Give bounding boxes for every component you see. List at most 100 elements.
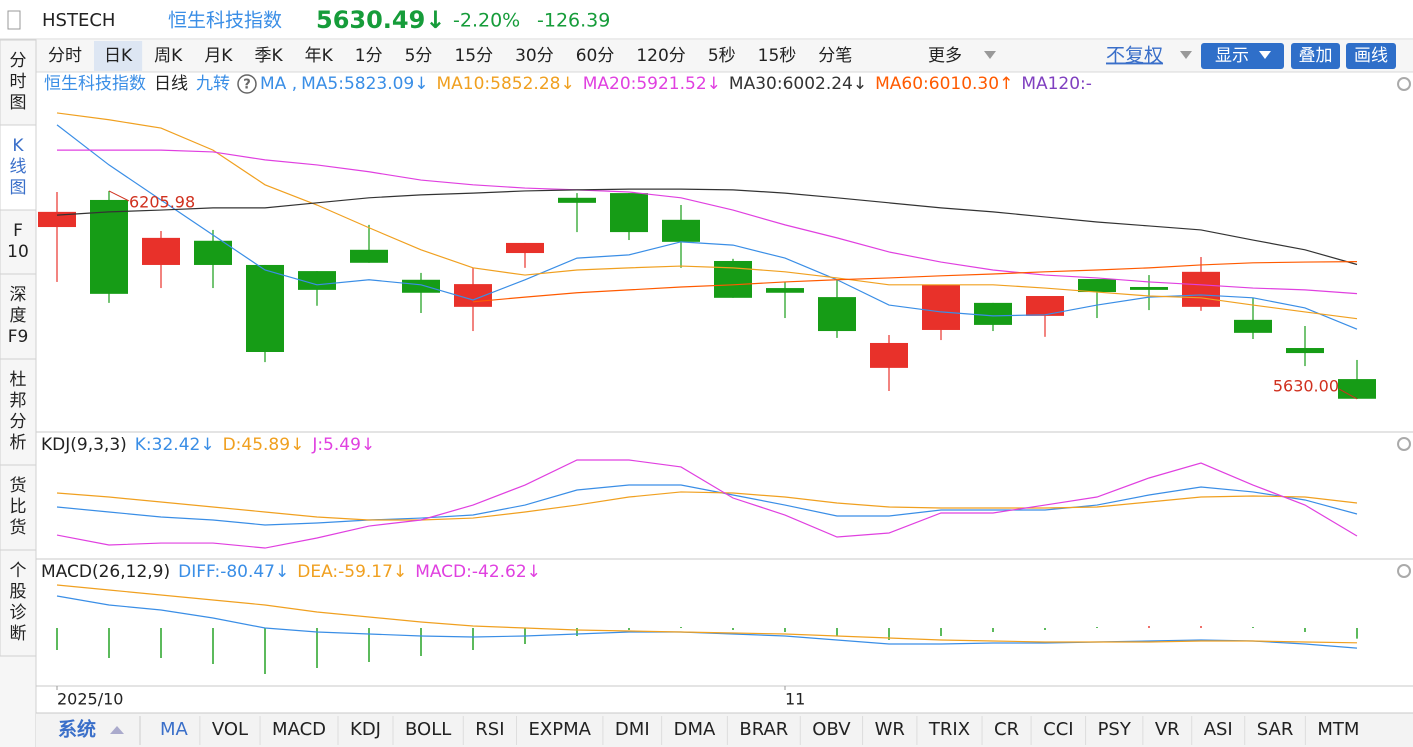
indicator-tab[interactable]: BOLL	[405, 719, 451, 740]
date-label: 2025/10	[57, 690, 123, 709]
legend-entry: MA120:-	[1021, 74, 1092, 94]
candle-body	[506, 242, 544, 254]
display-button[interactable]	[1201, 43, 1284, 69]
indicator-tab[interactable]: VOL	[212, 719, 248, 740]
candle-body	[1286, 348, 1324, 354]
dropdown-icon	[984, 51, 996, 59]
indicator-tab[interactable]: WR	[875, 719, 905, 740]
candle-body	[974, 302, 1012, 325]
indicator-tab[interactable]: OBV	[812, 719, 851, 740]
legend-period: 日线	[154, 74, 188, 94]
draw-label: 画线	[1354, 46, 1388, 66]
help-label: ?	[243, 78, 251, 93]
indicator-tab[interactable]: MA	[160, 719, 189, 740]
side-tab[interactable]	[0, 358, 37, 466]
period-tab[interactable]: 15分	[454, 46, 493, 66]
side-tab-label: K	[12, 136, 24, 156]
gear-icon[interactable]	[1397, 564, 1411, 578]
period-tab[interactable]: 60分	[576, 46, 615, 66]
period-tab[interactable]: 1分	[355, 46, 383, 66]
indicator-tab[interactable]: BRAR	[739, 719, 788, 740]
candle-body	[714, 260, 752, 298]
side-tab-label: 10	[7, 242, 29, 262]
candle-body	[298, 271, 336, 290]
annotation-leader	[1338, 388, 1358, 400]
indicator-line	[56, 124, 1358, 330]
gear-icons	[1397, 77, 1411, 578]
side-tab-label: 诊	[10, 603, 27, 623]
candle-body	[818, 297, 856, 332]
period-tab[interactable]: 5秒	[708, 46, 736, 66]
candle-body	[662, 219, 700, 242]
legend-nine: 九转	[196, 74, 230, 94]
side-tab[interactable]	[0, 464, 37, 551]
legend-entry: MA10:5852.28↓	[437, 74, 575, 94]
gear-icon[interactable]	[1397, 77, 1411, 91]
side-tab-label: 货	[10, 518, 27, 538]
period-tab[interactable]: 日K	[104, 46, 133, 66]
legend-name: 恒生科技指数	[44, 74, 146, 94]
indicator-tab[interactable]: VR	[1155, 719, 1180, 740]
side-tab[interactable]	[0, 549, 37, 657]
indicator-tab[interactable]: CCI	[1043, 719, 1073, 740]
candle-body	[194, 240, 232, 265]
side-tab[interactable]	[0, 124, 37, 211]
side-tab[interactable]	[0, 209, 37, 275]
overlay-label: 叠加	[1299, 46, 1333, 66]
period-tab[interactable]: 周K	[154, 46, 183, 66]
panel-title: KDJ(9,3,3)	[41, 435, 127, 455]
help-icon[interactable]	[237, 74, 257, 94]
period-tab[interactable]: 15秒	[758, 46, 797, 66]
indicator-tab[interactable]: ASI	[1204, 719, 1233, 740]
indicator-tab[interactable]: PSY	[1098, 719, 1132, 740]
legend-ma: MA ,	[260, 74, 297, 94]
period-tab[interactable]: 30分	[515, 46, 554, 66]
period-tab[interactable]: 分时	[48, 46, 82, 66]
indicator-tab[interactable]: KDJ	[350, 719, 381, 740]
date-label: 11	[785, 690, 805, 709]
indicator-tab[interactable]: MACD	[272, 719, 326, 740]
side-tab[interactable]	[0, 39, 37, 126]
candle-body	[1130, 286, 1168, 290]
period-tab[interactable]: 分笔	[818, 46, 852, 66]
candle-body	[870, 342, 908, 368]
side-tab-label: 线	[10, 157, 27, 177]
side-tab-label: 析	[10, 433, 27, 453]
indicator-tab[interactable]: TRIX	[928, 719, 970, 740]
indicator-tab[interactable]: CR	[994, 719, 1019, 740]
annotation-label: 6205.98	[129, 192, 195, 211]
indicator-tab[interactable]: DMI	[615, 719, 650, 740]
legend-entry: D:45.89↓	[223, 435, 305, 455]
indicator-tab[interactable]: EXPMA	[529, 719, 592, 740]
side-tab-label: F	[13, 221, 23, 241]
candle-body	[90, 199, 128, 294]
legend-entry: J:5.49↓	[311, 435, 375, 455]
indicator-tab[interactable]: MTM	[1317, 719, 1359, 740]
indicator-line	[56, 584, 1358, 644]
period-tab[interactable]: 月K	[204, 46, 233, 66]
gear-icon[interactable]	[1397, 437, 1411, 451]
period-tab[interactable]: 5分	[405, 46, 433, 66]
candle-body	[610, 193, 648, 233]
indicator-tab[interactable]: DMA	[674, 719, 716, 740]
side-tab[interactable]	[0, 273, 37, 360]
indicator-tab[interactable]: SAR	[1257, 719, 1294, 740]
draw-button[interactable]	[1346, 43, 1396, 69]
side-tab-label: F9	[8, 327, 29, 347]
period-tab[interactable]: 120分	[636, 46, 685, 66]
indicator-tab[interactable]: RSI	[475, 719, 504, 740]
system-tab[interactable]: 系统	[58, 718, 96, 741]
more-tab[interactable]: 更多	[928, 46, 962, 66]
annotation-leader	[108, 190, 130, 202]
period-tab[interactable]: 年K	[305, 46, 334, 66]
period-tab[interactable]: 季K	[254, 46, 283, 66]
overlay-button[interactable]	[1291, 43, 1340, 69]
adjust-select[interactable]: 不复权	[1106, 45, 1163, 67]
dropdown-icon	[1259, 51, 1271, 59]
candle-body	[766, 288, 804, 293]
side-tab-label: 杜	[10, 370, 27, 390]
indicator-line	[472, 261, 1358, 303]
candle-body	[350, 249, 388, 263]
side-tab-label: 深	[10, 285, 27, 305]
